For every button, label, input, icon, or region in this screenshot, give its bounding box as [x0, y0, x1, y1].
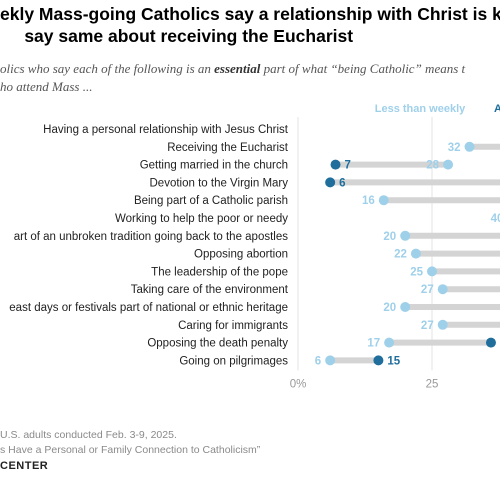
- value-label-less-than-weekly: 28: [426, 160, 439, 172]
- chart-title-line-2-text: say same about receiving the Eucharist: [24, 26, 354, 46]
- value-label-less-than-weekly: 32: [448, 142, 461, 154]
- brand-footer: CENTER: [0, 460, 49, 472]
- x-tick-label: 25: [426, 378, 439, 390]
- value-label-weekly: 15: [387, 355, 400, 367]
- category-label: Going on pilgrimages: [179, 355, 288, 367]
- category-label: east days or festivals part of national …: [9, 302, 288, 314]
- dot-weekly: [373, 355, 384, 366]
- dot-less-than-weekly: [437, 284, 448, 295]
- category-label: Receiving the Eucharist: [167, 142, 289, 154]
- value-label-less-than-weekly: 20: [383, 231, 396, 243]
- category-label: The leadership of the pope: [151, 266, 288, 278]
- dot-less-than-weekly: [410, 248, 421, 259]
- category-label: Caring for immigrants: [178, 320, 288, 332]
- chart-title: ekly Mass-going Catholics say a relation…: [0, 3, 500, 47]
- value-label-less-than-weekly: 17: [367, 338, 380, 350]
- value-label-less-than-weekly: 16: [362, 195, 375, 207]
- dot-less-than-weekly: [384, 337, 395, 348]
- value-label-less-than-weekly: 27: [421, 320, 434, 332]
- dot-weekly: [325, 177, 336, 188]
- value-label-less-than-weekly: 20: [383, 302, 396, 314]
- value-label-less-than-weekly: 6: [315, 355, 321, 367]
- subtitle-emphasis: essential: [214, 61, 261, 76]
- dot-less-than-weekly: [325, 355, 336, 366]
- dot-less-than-weekly: [464, 141, 475, 152]
- dot-less-than-weekly: [400, 230, 411, 241]
- chart-subtitle-line-1: olics who say each of the following is a…: [0, 60, 500, 78]
- category-label: Having a personal relationship with Jesu…: [43, 124, 289, 136]
- value-label-less-than-weekly: 22: [394, 249, 407, 261]
- value-label-less-than-weekly: 25: [410, 266, 423, 278]
- subtitle-text-end: part of what “being Catholic” means t: [260, 61, 466, 76]
- note-line-1: U.S. adults conducted Feb. 3-9, 2025.: [0, 429, 177, 441]
- subtitle-text-start: olics who say each of the following is a…: [0, 61, 215, 76]
- legend-less-than-weekly: Less than weekly: [375, 103, 466, 115]
- dot-weekly: [485, 337, 496, 348]
- category-label: Being part of a Catholic parish: [134, 195, 288, 207]
- category-label: Working to help the poor or needy: [115, 213, 288, 225]
- category-label: Devotion to the Virgin Mary: [150, 177, 289, 189]
- dot-less-than-weekly: [378, 195, 389, 206]
- value-label-weekly: 7: [345, 160, 351, 172]
- dot-less-than-weekly: [437, 319, 448, 330]
- legend-weekly: A: [494, 103, 500, 115]
- dot-less-than-weekly: [400, 302, 411, 312]
- category-label: Taking care of the environment: [131, 284, 289, 296]
- category-label: Opposing the death penalty: [147, 338, 288, 350]
- dot-less-than-weekly: [443, 159, 454, 170]
- source-notes: U.S. adults conducted Feb. 3-9, 2025. s …: [0, 428, 500, 458]
- category-label: art of an unbroken tradition going back …: [14, 231, 289, 243]
- chart-subtitle-line-2: ho attend Mass ...: [0, 79, 93, 94]
- dot-less-than-weekly: [427, 266, 437, 277]
- value-label-less-than-weekly: 27: [421, 284, 434, 296]
- category-label: Opposing abortion: [194, 249, 288, 261]
- dot-weekly: [330, 159, 341, 170]
- x-tick-label: 0%: [290, 378, 307, 390]
- chart-title-line-1: ekly Mass-going Catholics say a relation…: [0, 4, 500, 24]
- value-label-weekly: 6: [339, 177, 345, 189]
- chart-title-line-2: say same about receiving the Eucharist: [0, 25, 500, 47]
- category-label: Getting married in the church: [140, 160, 288, 172]
- chart-subtitle: olics who say each of the following is a…: [0, 60, 500, 96]
- value-label-less-than-weekly: 40: [491, 213, 500, 225]
- note-line-2: s Have a Personal or Family Connection t…: [0, 444, 261, 456]
